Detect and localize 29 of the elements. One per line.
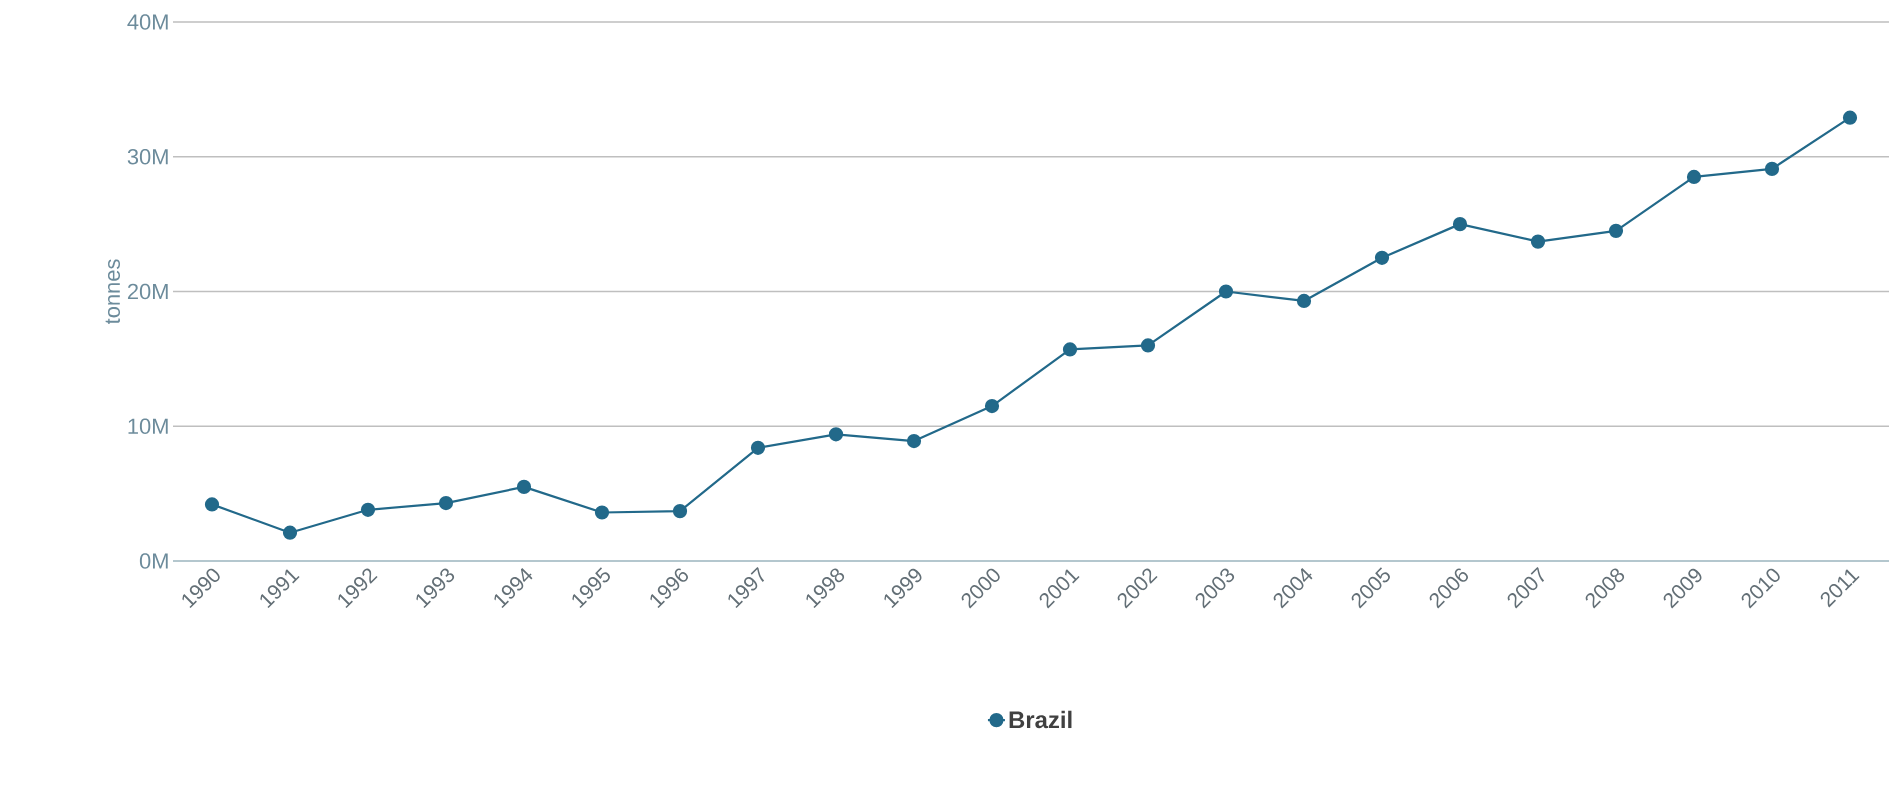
point xyxy=(984,398,1000,414)
point xyxy=(906,433,922,449)
y-tick-label: 40M xyxy=(127,14,168,30)
point xyxy=(516,479,532,494)
point xyxy=(1062,342,1078,357)
y-axis-title: tonnes xyxy=(105,259,121,325)
point xyxy=(672,504,688,519)
point xyxy=(1374,250,1390,265)
point xyxy=(1140,338,1156,353)
point xyxy=(750,440,766,455)
point xyxy=(1608,223,1624,238)
point xyxy=(282,525,298,540)
point xyxy=(1764,161,1780,176)
legend-label: Brazil xyxy=(1009,710,1072,729)
point xyxy=(1530,234,1546,249)
y-tick-label: 20M xyxy=(127,283,168,300)
y-tick-label: 30M xyxy=(127,148,168,165)
point xyxy=(360,502,376,517)
point xyxy=(438,495,454,511)
point xyxy=(1842,110,1858,125)
point xyxy=(204,497,220,512)
point xyxy=(828,427,844,442)
point xyxy=(1452,217,1468,232)
point xyxy=(1218,284,1234,299)
point xyxy=(1296,293,1312,309)
y-tick-label: 0M xyxy=(139,553,168,569)
y-tick-label: 10M xyxy=(128,418,168,435)
point xyxy=(1686,169,1702,185)
point xyxy=(594,505,610,520)
